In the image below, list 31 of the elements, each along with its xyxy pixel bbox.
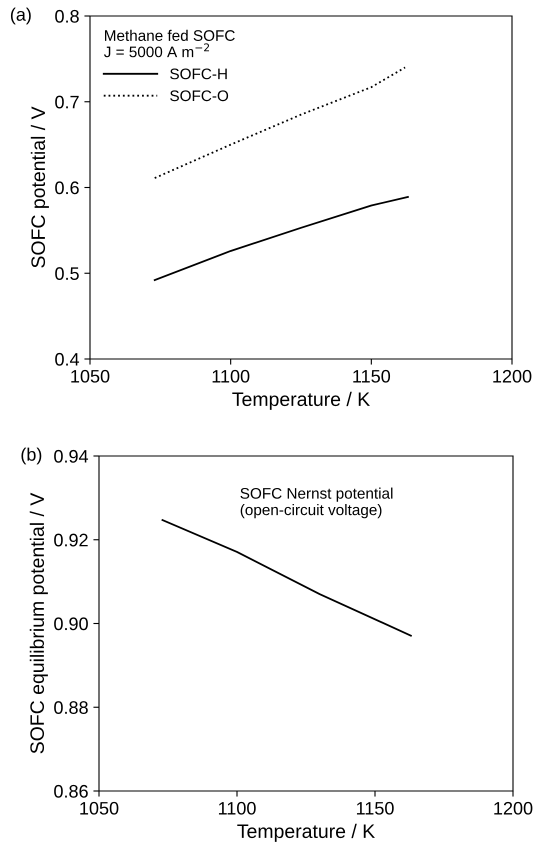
x-tick-label: 1200 [494, 802, 532, 815]
x-tick-label: 1050 [80, 802, 118, 815]
y-tick-label: 0.8 [55, 10, 79, 23]
x-axis-title: Temperature / K [237, 824, 375, 842]
y-tick-label: 0.6 [55, 181, 79, 194]
x-tick-label: 1150 [353, 370, 390, 383]
y-tick-label: 0.94 [54, 450, 88, 463]
x-tick-label: 1200 [493, 370, 532, 383]
x-tick-label: 1100 [212, 370, 250, 383]
x-tick-label: 1050 [71, 370, 110, 383]
y-tick-label: 0.90 [54, 617, 88, 630]
y-tick-label: 0.7 [55, 96, 79, 108]
y-axis-title: SOFC equilibrium potential / V [30, 492, 48, 754]
annotation: SOFC Nernst potential (open-circuit voltage) [240, 488, 392, 518]
line-series [162, 519, 412, 637]
text: (b) [21, 448, 42, 464]
legend-label: SOFC-H [170, 68, 227, 80]
y-tick-label: 0.4 [55, 352, 80, 366]
line-series [154, 66, 406, 179]
y-axis-title: SOFC potential / V [30, 106, 49, 268]
y-tick-label: 0.86 [54, 784, 88, 798]
y-tick-label: 0.88 [54, 701, 88, 714]
legend-title: Methane fed SOFC J = 5000 A m$^{−2}$ [104, 30, 235, 58]
x-tick-label: 1100 [218, 802, 256, 815]
x-tick-label: 1150 [356, 802, 394, 815]
x-axis-title: Temperature / K [232, 392, 370, 410]
y-tick-label: 0.5 [55, 267, 79, 280]
y-tick-label: 0.92 [54, 534, 88, 546]
line-series [154, 196, 409, 282]
legend-label: SOFC-O [170, 90, 228, 102]
text: (a) [10, 8, 31, 24]
